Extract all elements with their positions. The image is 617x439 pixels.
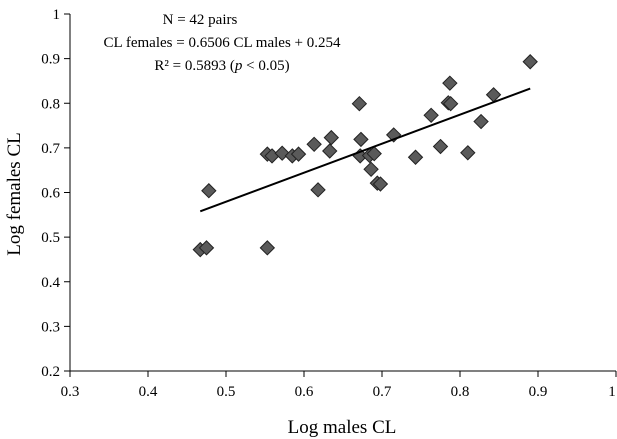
data-point — [473, 113, 489, 130]
x-tick-label: 0.5 — [217, 384, 236, 400]
annotation-equation: CL females = 0.6506 CL males + 0.254 — [103, 35, 341, 51]
data-point — [366, 145, 382, 162]
data-point — [442, 95, 459, 112]
data-point — [259, 240, 276, 256]
r2-suffix: < 0.05) — [242, 58, 289, 74]
x-tick-label: 0.6 — [295, 384, 314, 400]
data-point — [201, 183, 217, 199]
x-tick-label: 0.7 — [373, 384, 392, 400]
y-tick-label: 0.6 — [41, 186, 60, 202]
x-tick-label: 1 — [608, 384, 616, 400]
y-tick-label: 0.4 — [41, 275, 60, 291]
data-point — [198, 240, 215, 256]
data-point — [310, 182, 326, 198]
data-point — [372, 176, 389, 192]
data-point — [363, 161, 379, 178]
r2-prefix: R² = 0.5893 ( — [154, 58, 234, 74]
x-tick-label: 0.9 — [529, 384, 548, 400]
data-point — [423, 107, 439, 124]
trendline — [199, 87, 531, 213]
data-point — [323, 129, 340, 146]
data-point — [353, 131, 369, 148]
y-axis-title: Log females CL — [4, 132, 25, 255]
data-point — [460, 145, 476, 161]
r2-p-symbol: p — [234, 58, 243, 74]
y-tick-label: 0.2 — [41, 364, 60, 380]
data-points — [192, 54, 538, 258]
data-point — [522, 54, 538, 70]
x-tick-label: 0.4 — [139, 384, 158, 400]
data-point — [322, 143, 338, 159]
y-tick-label: 0.5 — [41, 230, 60, 246]
data-point — [306, 136, 322, 153]
y-tick-label: 0.7 — [41, 141, 60, 157]
annotation-r-squared: R² = 0.5893 (p < 0.05) — [154, 58, 289, 74]
y-axis-ticks: 0.2 0.3 0.4 0.5 0.6 0.7 0.8 0.9 1 — [41, 7, 70, 380]
x-tick-label: 0.8 — [451, 384, 470, 400]
data-point — [432, 138, 449, 155]
x-axis-title: Log males CL — [288, 417, 397, 438]
data-point — [442, 75, 458, 91]
x-axis-ticks: 0.3 0.4 0.5 0.6 0.7 0.8 0.9 1 — [61, 371, 617, 400]
data-point — [407, 149, 424, 165]
y-tick-label: 0.9 — [41, 52, 60, 68]
data-point — [290, 146, 307, 162]
y-tick-label: 1 — [53, 7, 61, 23]
data-point — [351, 95, 368, 112]
x-tick-label: 0.3 — [61, 384, 80, 400]
y-tick-label: 0.8 — [41, 96, 60, 112]
y-tick-label: 0.3 — [41, 319, 60, 335]
annotation-sample-size: N = 42 pairs — [163, 12, 238, 28]
